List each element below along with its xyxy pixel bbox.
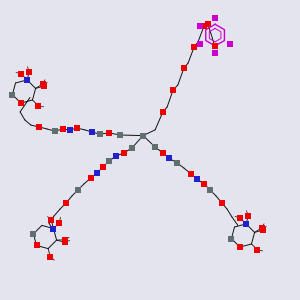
Point: [49, 218, 54, 223]
Point: [61, 127, 65, 131]
Point: [76, 188, 80, 192]
Point: [94, 171, 99, 176]
Point: [208, 188, 212, 192]
Point: [41, 84, 46, 88]
Point: [153, 145, 158, 149]
Point: [25, 77, 29, 82]
Point: [198, 41, 203, 46]
Point: [130, 146, 134, 150]
Point: [255, 248, 260, 252]
Point: [195, 177, 200, 182]
Point: [171, 88, 176, 92]
Point: [36, 103, 41, 108]
Point: [182, 66, 186, 70]
Point: [192, 45, 197, 50]
Point: [52, 129, 57, 134]
Point: [57, 220, 62, 225]
Point: [213, 50, 218, 55]
Point: [167, 156, 171, 161]
Point: [206, 22, 210, 26]
Point: [202, 24, 206, 28]
Point: [27, 69, 32, 74]
Point: [88, 176, 93, 180]
Point: [106, 130, 111, 135]
Point: [246, 213, 251, 218]
Point: [160, 151, 165, 155]
Point: [160, 110, 165, 114]
Point: [260, 228, 265, 232]
Point: [68, 128, 72, 132]
Point: [19, 101, 23, 106]
Point: [40, 82, 45, 86]
Point: [118, 133, 122, 137]
Point: [98, 132, 102, 136]
Point: [229, 236, 234, 241]
Point: [10, 92, 15, 97]
Point: [90, 130, 94, 134]
Point: [202, 182, 206, 186]
Point: [213, 15, 218, 20]
Point: [175, 160, 179, 165]
Point: [228, 41, 232, 46]
Point: [31, 232, 36, 236]
Point: [122, 151, 126, 155]
Point: [34, 243, 39, 248]
Point: [189, 172, 194, 176]
Point: [213, 44, 218, 48]
Point: [141, 133, 146, 138]
Point: [220, 201, 224, 206]
Point: [259, 226, 264, 230]
Point: [100, 165, 105, 170]
Point: [114, 154, 118, 158]
Point: [198, 24, 203, 29]
Point: [238, 245, 242, 250]
Point: [244, 221, 248, 226]
Point: [62, 240, 67, 245]
Point: [106, 159, 111, 164]
Point: [37, 124, 41, 129]
Point: [63, 237, 68, 242]
Point: [51, 226, 56, 231]
Point: [19, 72, 24, 76]
Point: [64, 201, 68, 206]
Point: [238, 216, 243, 220]
Point: [48, 254, 53, 259]
Point: [75, 126, 80, 130]
